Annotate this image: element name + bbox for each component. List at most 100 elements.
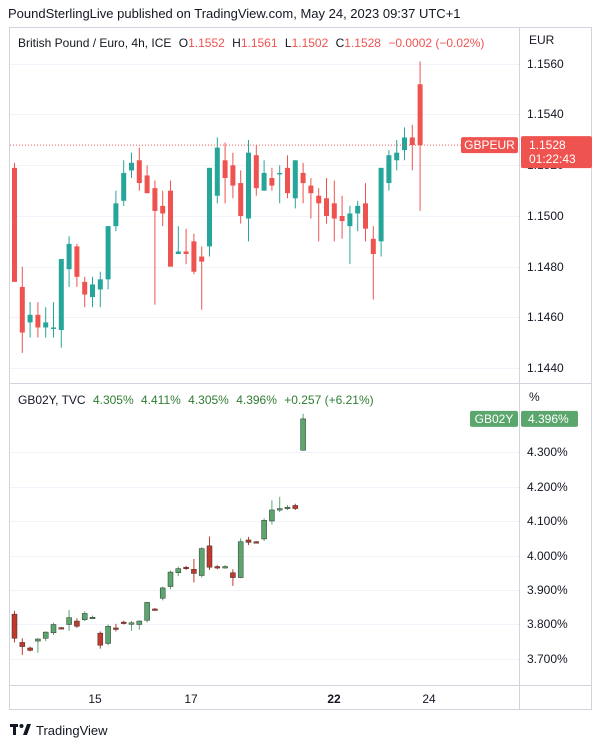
candle (261, 160, 267, 191)
candle (58, 626, 65, 630)
candle (74, 243, 80, 287)
candle-body (144, 602, 150, 621)
close-label: C (335, 36, 345, 50)
candle (105, 624, 111, 646)
y-tick-label: 3.900% (527, 583, 568, 597)
candle-body (66, 617, 72, 625)
candle-body (214, 566, 221, 569)
candle-body (386, 155, 392, 184)
candle-body (285, 167, 290, 194)
candle-body (105, 226, 111, 280)
candle-body (120, 621, 127, 624)
candle (144, 165, 150, 194)
candle (238, 170, 244, 224)
candle-body (43, 322, 49, 328)
candle (19, 266, 25, 353)
candle-body (237, 541, 244, 578)
candle (300, 413, 306, 451)
y-tick-label: 4.000% (527, 549, 568, 563)
candle (43, 307, 49, 338)
price-tag-value: 1.1528 (529, 138, 566, 152)
y-tick-label: 1.1500 (527, 209, 564, 223)
candle-body (66, 243, 72, 270)
candle-body (12, 167, 17, 282)
open-value: 1.1552 (188, 36, 225, 50)
candle-body (198, 548, 205, 576)
candle (198, 547, 205, 578)
candle (355, 200, 361, 232)
low-label: L (284, 36, 292, 50)
candle-body (128, 622, 135, 625)
candle-body (331, 203, 337, 219)
candle (168, 180, 173, 267)
candle-body (370, 238, 376, 254)
candle (183, 228, 189, 265)
candle (113, 623, 119, 632)
candle (191, 233, 197, 275)
chart-frame (9, 27, 592, 710)
candle (191, 558, 197, 583)
y-tick-label: 4.100% (527, 514, 568, 528)
candle-body (308, 185, 314, 194)
candle (214, 137, 220, 204)
candle-body (144, 175, 150, 194)
candle-body (324, 198, 329, 216)
candle-body (82, 281, 88, 295)
candle (136, 147, 142, 191)
price-unit-label: % (529, 390, 540, 404)
candle (97, 271, 103, 308)
candle (292, 160, 298, 209)
sub-close-value: 4.396% (236, 393, 277, 407)
y-tick-label: 1.1540 (527, 107, 564, 121)
candle-body (276, 508, 283, 511)
candle-body (355, 205, 361, 214)
candle-body (51, 327, 56, 329)
candle-body (35, 314, 41, 328)
candle (284, 505, 291, 510)
candle (97, 631, 104, 649)
candle-body (35, 638, 41, 642)
candle-body (105, 625, 111, 644)
candle (199, 246, 205, 310)
symbol-tag (470, 410, 518, 427)
footer: TradingView (10, 720, 108, 740)
candle-body (42, 631, 49, 639)
candle-body (292, 505, 299, 509)
candle-body (246, 152, 251, 219)
candle-body (89, 617, 96, 620)
candle-body (230, 572, 236, 578)
candle-body (58, 259, 64, 330)
candle (11, 610, 18, 643)
sub-change-value: +0.257 (+6.21%) (284, 393, 374, 407)
candle-body (27, 647, 33, 651)
candle (105, 226, 111, 290)
candle-body (183, 251, 189, 254)
candle-body (152, 608, 158, 611)
candle-body (339, 216, 345, 222)
candle-body (167, 571, 174, 587)
candle-body (222, 160, 228, 178)
candle-body (222, 566, 228, 569)
candle-body (58, 627, 65, 630)
candle (19, 638, 26, 655)
candle-body (175, 251, 181, 254)
candle (113, 190, 119, 232)
candle-body (245, 539, 252, 543)
sub-low-value: 4.305% (188, 393, 229, 407)
candle-body (277, 172, 283, 175)
change-value: −0.0002 (−0.02%) (388, 36, 485, 50)
candle-body (74, 246, 80, 277)
candle-body (191, 569, 197, 574)
candle-body (300, 172, 306, 184)
y-tick-label: 3.700% (527, 652, 568, 666)
candle-body (160, 205, 166, 214)
candle (222, 565, 228, 569)
x-tick-label: 24 (422, 692, 436, 706)
candle (120, 620, 127, 625)
candle (121, 160, 127, 206)
candle-body (409, 137, 415, 146)
candle (285, 155, 290, 199)
y-tick-label: 1.1480 (527, 260, 564, 274)
candle-body (292, 160, 298, 199)
